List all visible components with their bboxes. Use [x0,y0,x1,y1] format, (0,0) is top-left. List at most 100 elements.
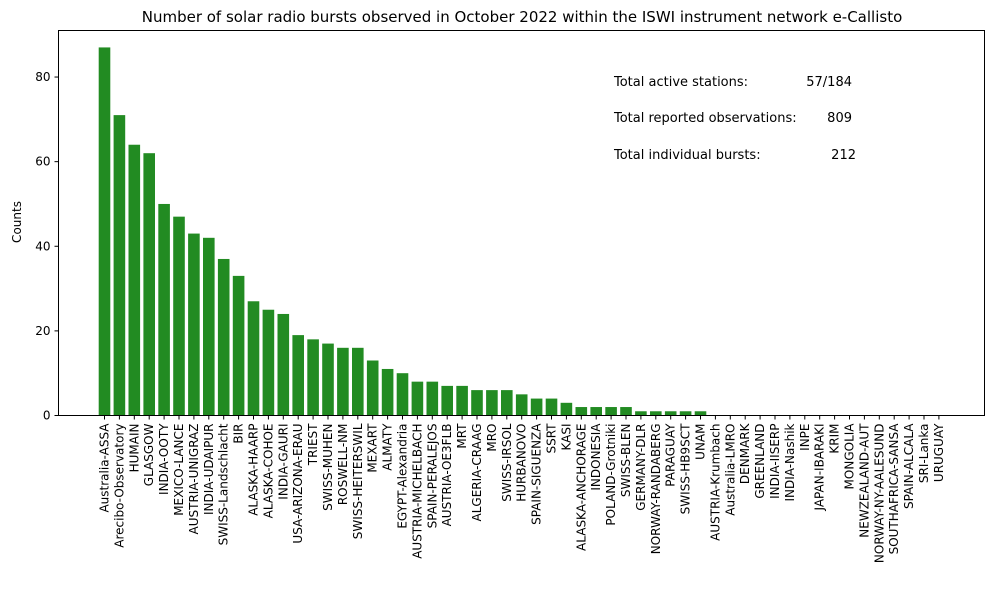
x-tick-label-6: AUSTRIA-UNIGRAZ [187,424,201,535]
x-tick-label-5: MEXICO-LANCE [172,424,186,516]
annotation-individual-bursts-value: 212 [831,148,856,163]
bar-1 [113,115,126,416]
bar-32 [575,407,588,416]
bar-19 [381,368,394,416]
x-tick-label-48: JAPAN-IBARAKI [813,424,827,512]
y-tick-label-0: 0 [43,409,51,423]
x-tick-label-19: ALMATY [381,423,395,471]
x-tick-label-24: MRT [455,423,469,449]
annotation-reported-observations-value: 809 [827,111,852,126]
annotation-active-stations-label: Total active stations: [613,75,748,90]
bar-3 [143,153,155,416]
x-tick-label-9: BIR [232,424,246,444]
x-tick-label-31: KASI [559,424,573,451]
bar-24 [456,385,468,416]
bar-35 [620,407,632,416]
y-tick-label-1: 20 [35,324,50,338]
bar-4 [158,203,170,416]
x-tick-label-14: TRIEST [306,423,320,466]
bar-27 [501,390,513,416]
bar-9 [232,275,245,416]
bar-37 [650,411,662,416]
x-tick-label-4: INDIA-OOTY [157,423,171,495]
annotation-reported-observations: Total reported observations: 809 [613,111,852,126]
plot-frame [58,30,985,416]
bar-13 [292,335,304,416]
x-tick-label-34: POLAND-Grotniki [604,424,618,526]
bar-6 [188,233,200,416]
x-tick-label-41: AUSTRIA-Krumbach [708,424,722,541]
x-tick-label-49: KRIM [828,424,842,454]
x-tick-label-42: Australia-LMRO [723,424,737,516]
y-axis-label: Counts [10,201,24,243]
x-tick-label-38: PARAGUAY [664,423,678,487]
x-tick-label-17: SWISS-HEITERSWIL [351,423,365,539]
bar-40 [694,411,707,416]
x-tick-label-54: SPAIN-ALCALA [902,423,916,509]
bar-30 [545,398,558,416]
x-tick-label-15: SWISS-MUHEN [321,424,335,511]
x-tick-label-10: ALASKA-HAARP [247,424,261,516]
bar-23 [441,385,453,416]
bar-15 [322,343,334,416]
bar-0 [98,47,111,416]
annotation-individual-bursts-label: Total individual bursts: [613,148,761,163]
x-tick-label-21: AUSTRIA-MICHELBACH [410,424,424,559]
chart-title: Number of solar radio bursts observed in… [142,8,903,26]
annotation-active-stations-value: 57/184 [806,75,852,90]
annotation-reported-observations-label: Total reported observations: [613,111,797,126]
bar-38 [664,411,677,416]
x-tick-label-46: INDIA-Nashik [783,423,797,501]
x-tick-label-44: GREENLAND [753,424,767,499]
x-tick-label-18: MEXART [366,423,380,473]
bar-21 [411,381,424,416]
bar-8 [217,258,230,416]
bar-25 [471,390,483,416]
x-tick-label-20: EGYPT-Alexandria [396,424,410,529]
bar-31 [560,402,573,416]
x-tick-label-3: GLASGOW [142,423,156,486]
x-tick-label-53: SOUTHAFRICA-SANSA [887,423,901,555]
bar-12 [277,313,290,416]
bar-2 [128,144,141,416]
bar-18 [366,360,379,416]
bar-17 [352,347,364,416]
bar-26 [486,390,498,416]
bar-28 [515,394,528,416]
x-axis: Australia-ASSA Arecibo-Observatory HUMAIN G… [98,415,946,564]
x-tick-label-2: HUMAIN [127,424,141,473]
x-tick-label-11: ALASKA-COHOE [261,424,275,519]
bar-7 [203,237,215,416]
x-tick-label-43: DENMARK [738,422,752,484]
y-tick-label-4: 80 [35,70,50,84]
x-tick-label-26: MRO [485,424,499,452]
bar-11 [262,309,275,416]
x-tick-label-47: INPE [798,424,812,451]
x-tick-label-27: SWISS-IRSOL [500,423,514,502]
bar-5 [173,216,185,416]
x-tick-label-0: Australia-ASSA [98,423,112,513]
x-tick-label-35: SWISS-BLEN [619,424,633,498]
y-tick-label-2: 40 [35,239,50,253]
y-tick-label-3: 60 [35,155,50,169]
x-tick-label-33: INDONESIA [589,423,603,491]
annotation-active-stations: Total active stations: 57/184 [613,75,852,90]
bar-36 [635,411,647,416]
x-tick-label-40: UNAM [694,424,708,460]
x-tick-label-22: SPAIN-PERALEJOS [425,424,439,529]
bar-10 [247,301,260,416]
x-tick-label-12: INDIA-GAURI [276,424,290,500]
x-tick-label-36: GERMANY-DLR [634,424,648,511]
x-tick-label-52: NORWAY-NY-AALESUND [872,424,886,564]
bar-20 [396,373,409,416]
bar-22 [426,381,439,416]
x-tick-label-29: SPAIN-SIGUENZA [530,423,544,525]
x-tick-label-13: USA-ARIZONA-ERAU [291,424,305,544]
bars-group [98,47,707,416]
x-tick-label-55: SRI-Lanka [917,424,931,484]
bar-39 [679,411,692,416]
x-tick-label-39: SWISS-HB9SCT [679,423,693,514]
x-tick-label-32: ALASKA-ANCHORAGE [574,424,588,551]
x-tick-label-50: MONGOLIA [843,423,857,490]
